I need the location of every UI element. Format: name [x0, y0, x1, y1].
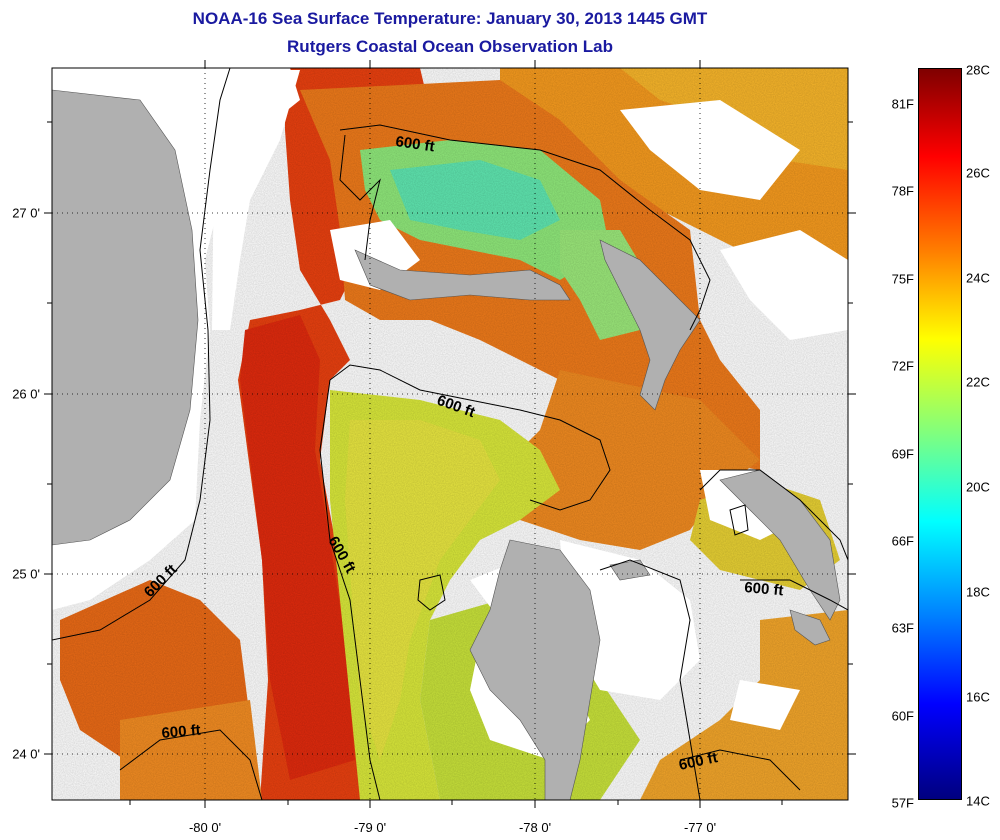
abaco [599, 239, 701, 411]
exumas [789, 609, 831, 646]
colorbar-f-label: 75F [891, 271, 914, 287]
colorbar-c-label: 22C [966, 374, 990, 390]
colorbar-f-label: 78F [891, 183, 914, 199]
land [52, 89, 841, 800]
y-tick-label: 24 0' [12, 746, 40, 762]
y-tick-label: 26 0' [12, 386, 40, 402]
colorbar-c-label: 26C [966, 165, 990, 181]
map-title: NOAA-16 Sea Surface Temperature: January… [192, 9, 708, 28]
colorbar-f-label: 69F [891, 446, 914, 462]
tick-marks [44, 60, 856, 808]
florida-peninsula [52, 89, 199, 546]
graticule [52, 68, 848, 800]
colorbar-c-label: 20C [966, 479, 990, 495]
colorbar-f-label: 81F [891, 96, 914, 112]
contour-label: 600 ft [744, 579, 785, 599]
map-subtitle: Rutgers Coastal Ocean Observation Lab [287, 37, 613, 56]
colorbar-f-label: 66F [891, 533, 914, 549]
colorbar-c-label: 14C [966, 793, 990, 809]
colorbar-c-label: 18C [966, 584, 990, 600]
x-tick-label: -78 0' [518, 820, 552, 835]
grand-bahama [354, 249, 571, 301]
colorbar-f-label: 72F [891, 358, 914, 374]
new-providence [609, 559, 651, 581]
x-tick-label: -80 0' [188, 820, 222, 835]
colorbar-c-label: 28C [966, 62, 990, 78]
colorbar-f-label: 60F [891, 708, 914, 724]
contour-label: 600 ft [161, 722, 202, 742]
colorbar-c-label: 16C [966, 689, 990, 705]
andros [469, 539, 601, 800]
x-tick-label: -77 0' [683, 820, 717, 835]
contour-label: 600 ft [394, 133, 435, 155]
depth-contours [52, 68, 848, 800]
y-tick-label: 27 0' [12, 205, 40, 221]
colorbar-c-label: 24C [966, 270, 990, 286]
sst-fields [52, 68, 848, 800]
temperature-colorbar [918, 68, 962, 800]
y-tick-label: 25 0' [12, 566, 40, 582]
contour-label-group: 600 ft 600 ft 600 ft 600 ft 600 ft 600 f… [141, 133, 784, 774]
colorbar-f-label: 63F [891, 620, 914, 636]
x-tick-label: -79 0' [353, 820, 387, 835]
map-frame [51, 67, 849, 801]
colorbar-f-label: 57F [891, 795, 914, 811]
